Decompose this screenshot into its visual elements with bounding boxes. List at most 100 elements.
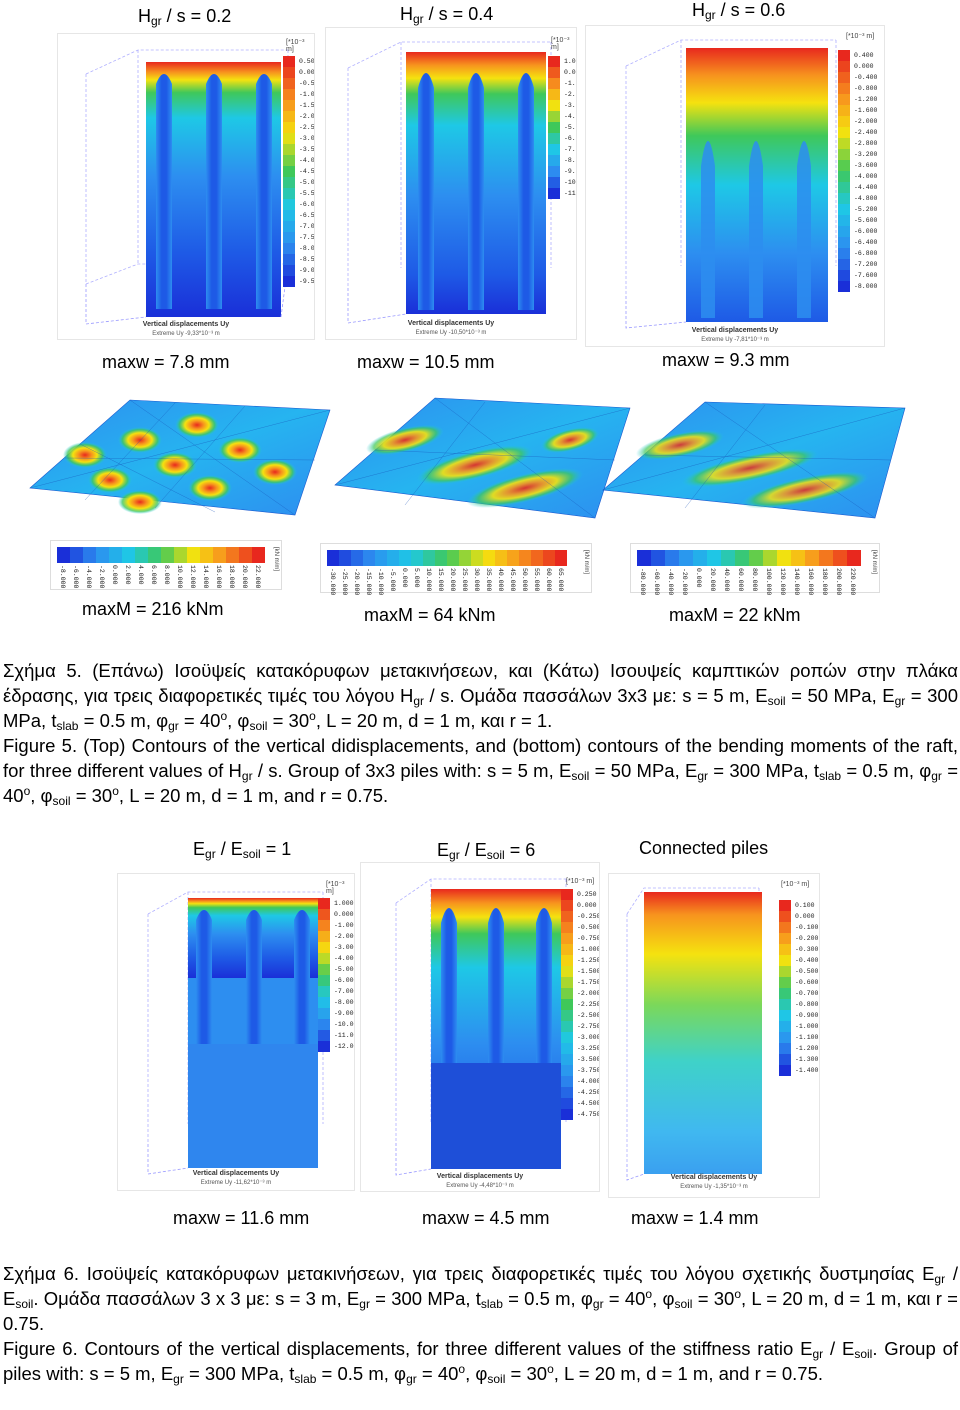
- fig5-displacement-panel-2: [*10⁻³ m] 1.000 0.000 -1.000 -2.000 -3.000 -4…: [325, 27, 577, 340]
- colorbar-tick: -20.000: [351, 568, 363, 604]
- colorbar-tick: 0.000: [399, 568, 411, 604]
- legend-value: -1.000: [564, 80, 576, 87]
- fig6-displacement-plot-2: [395, 878, 567, 1176]
- legend-value: 0.000: [299, 69, 315, 76]
- pile-shaft: [518, 73, 534, 310]
- pile-shaft: [196, 910, 212, 1044]
- legend-entry: -0.800: [838, 83, 877, 94]
- legend-swatch: [318, 898, 330, 909]
- legend-swatch: [779, 1032, 791, 1043]
- legend-value: 0.100: [795, 902, 815, 909]
- colorbar-swatch: [805, 550, 819, 566]
- tick-label: 5.000: [413, 568, 420, 588]
- fig5-maxw-1: maxw = 7.8 mm: [102, 352, 230, 372]
- legend-swatch: [561, 1076, 573, 1087]
- fig6-label-ratio-6: Egr / Esoil = 6: [437, 840, 536, 862]
- fig6-caption-english: Figure 6. Contours of the vertical displ…: [3, 1338, 958, 1386]
- legend-entry: 1.000: [318, 898, 354, 909]
- legend-swatch: [779, 1043, 791, 1054]
- legend-value: -2.750: [577, 1023, 600, 1030]
- legend-swatch: [838, 61, 850, 72]
- legend-swatch: [548, 111, 560, 122]
- legend-entry: -10.000: [318, 1019, 354, 1030]
- legend-swatch: [561, 911, 573, 922]
- tick-label: 20.000: [709, 568, 716, 592]
- legend-value: -2.250: [577, 1001, 600, 1008]
- colorbar-swatch: [707, 550, 721, 566]
- legend-value: -7.000: [334, 988, 354, 995]
- colorbar-swatch: [693, 550, 707, 566]
- legend-value: 0.000: [854, 63, 874, 70]
- colorbar-swatch: [555, 550, 567, 566]
- legend-entry: -3.500: [561, 1054, 599, 1065]
- legend-entry: 0.000: [318, 909, 354, 920]
- legend-entry: -1.400: [779, 1065, 818, 1076]
- legend-value: -1.750: [577, 979, 600, 986]
- legend-entry: -7.500: [283, 232, 314, 243]
- legend-value: -4.000: [854, 173, 878, 180]
- moment-ticks: -80.000 -60.000 -40.000 -20.000 0.000 20.000 4…: [637, 568, 861, 604]
- legend-value: -0.800: [854, 85, 878, 92]
- tick-label: -20.000: [681, 568, 688, 596]
- tick-label: 0.000: [111, 565, 118, 585]
- colorbar-tick: 0.000: [693, 568, 707, 604]
- tick-label: -6.000: [72, 565, 79, 589]
- legend-swatch: [838, 171, 850, 182]
- legend-entry: -7.000: [283, 221, 314, 232]
- legend-entry: -6.800: [838, 248, 877, 259]
- colorbar-tick: 200.000: [833, 568, 847, 604]
- fig6-label-ratio-1: Egr / Esoil = 1: [193, 839, 292, 861]
- legend-value: -5.000: [299, 179, 315, 186]
- pile-shaft: [156, 74, 172, 309]
- legend-value: -2.500: [299, 124, 315, 131]
- colorbar-swatch: [507, 550, 519, 566]
- legend-swatch: [838, 94, 850, 105]
- colorbar-tick: 120.000: [777, 568, 791, 604]
- legend-swatch: [283, 265, 295, 276]
- colorbar-swatch: [735, 550, 749, 566]
- colorbar-tick: -25.000: [339, 568, 351, 604]
- legend-swatch: [561, 955, 573, 966]
- legend-entry: -8.000: [318, 997, 354, 1008]
- legend-entry: -1.100: [779, 1032, 818, 1043]
- legend-entry: -3.000: [548, 100, 576, 111]
- legend-entry: -9.000: [548, 166, 576, 177]
- legend-value: -1.000: [795, 1023, 819, 1030]
- fig6-caption-greek: Σχήμα 6. Ισοϋψείς κατακόρυφων μετακινήσε…: [3, 1263, 959, 1334]
- legend-swatch: [283, 188, 295, 199]
- legend-swatch: [838, 281, 850, 292]
- legend-entry: -3.600: [838, 160, 877, 171]
- legend-value: -3.600: [854, 162, 878, 169]
- moment-colorbar: [327, 550, 567, 566]
- legend-value: -1.200: [795, 1045, 819, 1052]
- tick-label: 20.000: [449, 568, 456, 592]
- fig5-displacement-plot-3: [625, 39, 837, 329]
- legend-entry: -1.750: [561, 977, 600, 988]
- legend-swatch: [838, 149, 850, 160]
- legend-entry: -1.000: [561, 944, 599, 955]
- panel-subtitle: Extreme Uy -1,35*10⁻³ m: [680, 1184, 748, 1190]
- colorbar-tick: 40.000: [495, 568, 507, 604]
- legend-entry: -2.500: [561, 1010, 599, 1021]
- colorbar-swatch: [57, 547, 70, 563]
- legend-swatch: [318, 1008, 330, 1019]
- raft-plot-3: [602, 401, 906, 519]
- colorbar-tick: -2.000: [96, 565, 109, 601]
- panel-subtitle: Extreme Uy -7,81*10⁻³ m: [701, 337, 769, 343]
- panel-subtitle: Extreme Uy -10,50*10⁻³ m: [415, 330, 487, 336]
- fig5-legend-1: 0.500 0.000 -0.500 -1.000 -1.500 -2.000 -2.500…: [283, 56, 315, 287]
- legend-swatch: [779, 1010, 791, 1021]
- legend-value: -3.750: [577, 1067, 600, 1074]
- legend-entry: -9.000: [318, 1008, 354, 1019]
- legend-entry: -12.000: [318, 1041, 354, 1052]
- colorbar-tick: -40.000: [665, 568, 679, 604]
- legend-swatch: [283, 254, 295, 265]
- legend-entry: -10.000: [548, 177, 576, 188]
- legend-value: -9.000: [334, 1010, 354, 1017]
- tick-label: 22.000: [254, 565, 261, 589]
- tick-label: 80.000: [751, 568, 758, 592]
- fig6-legend-3: 0.100 0.000 -0.100 -0.200 -0.300 -0.400 -0.500…: [779, 900, 818, 1076]
- fig6-maxw-1: maxw = 11.6 mm: [173, 1208, 310, 1228]
- legend-entry: -0.400: [779, 955, 818, 966]
- legend-value: -2.000: [854, 118, 878, 125]
